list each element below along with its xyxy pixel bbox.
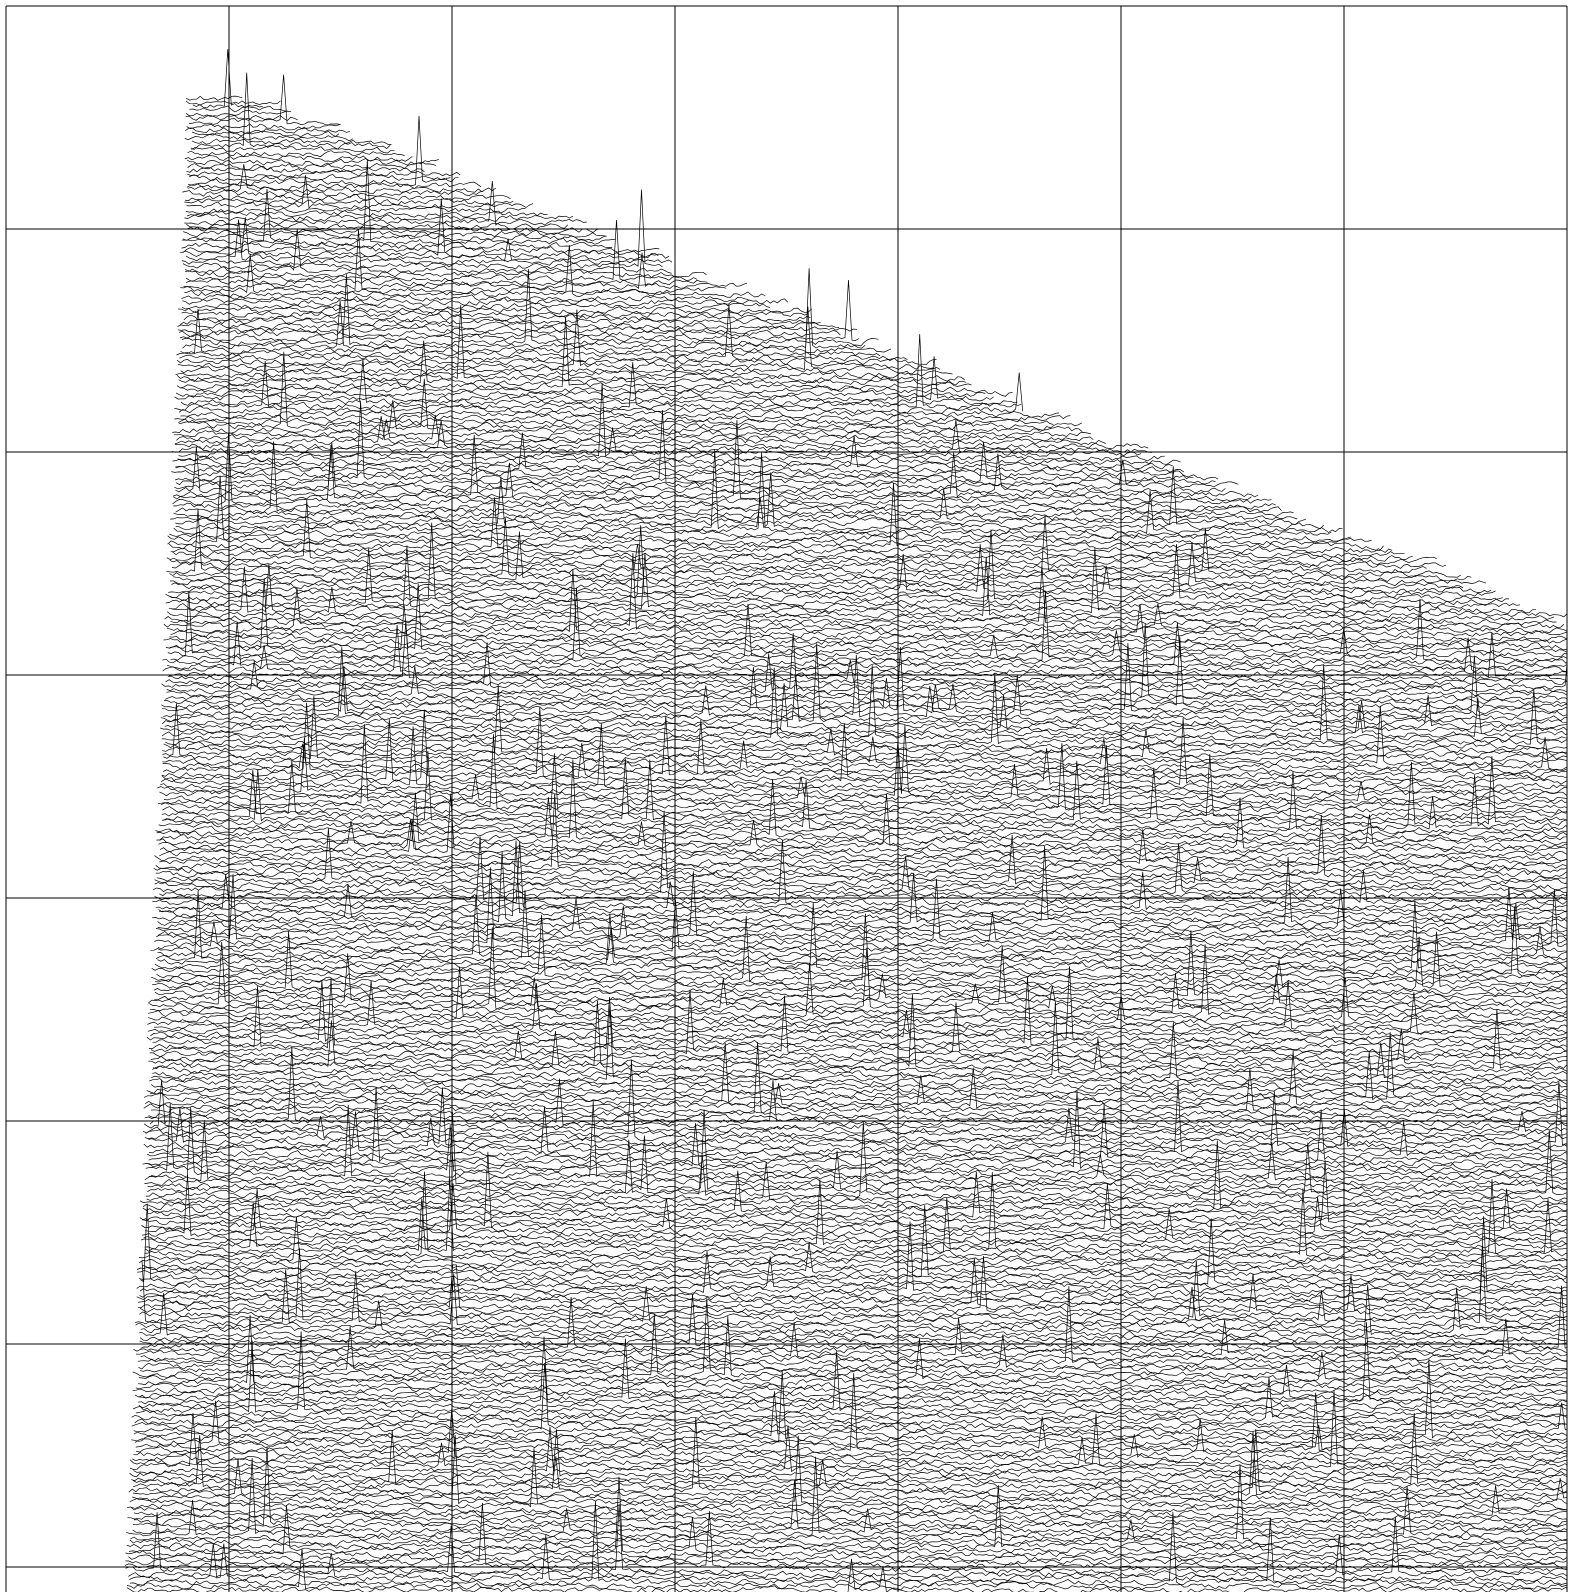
- trace: [140, 1294, 1575, 1346]
- trace: [177, 358, 937, 366]
- trace: [187, 182, 481, 190]
- trace: [182, 311, 809, 318]
- trace: [174, 511, 1294, 519]
- trace: [155, 914, 1573, 987]
- trace: [146, 1122, 1574, 1198]
- trace: [155, 882, 1573, 890]
- trace: [167, 509, 1427, 574]
- trace: [175, 436, 1173, 470]
- trace: [162, 643, 1573, 690]
- trace: [152, 1066, 1573, 1075]
- trace: [159, 841, 1573, 918]
- trace: [175, 477, 1306, 526]
- trace: [192, 139, 392, 145]
- trace: [147, 980, 1575, 1041]
- trace: [184, 229, 748, 290]
- trace: [180, 318, 821, 326]
- trace: [188, 151, 405, 157]
- trace: [161, 714, 1575, 722]
- trace: [148, 983, 1573, 1034]
- trace: [126, 1457, 1572, 1538]
- figure: [0, 0, 1595, 1592]
- trace: [177, 350, 881, 357]
- trace: [135, 1246, 1574, 1327]
- trace: [147, 1018, 1572, 1026]
- trace: [174, 414, 1070, 422]
- trace: [145, 1203, 1573, 1251]
- trace: [166, 523, 1503, 607]
- trace: [164, 638, 1575, 647]
- trace: [170, 578, 1574, 654]
- trace: [176, 390, 1013, 398]
- trace: [191, 73, 391, 150]
- trace: [178, 322, 840, 330]
- trace: [171, 546, 1393, 555]
- trace: [136, 1382, 1575, 1390]
- trace: [180, 386, 985, 395]
- trace: [143, 1111, 1575, 1134]
- trace: [154, 867, 1572, 946]
- trace: [178, 307, 812, 314]
- page: Waveform traces {} html, body { margin: …: [0, 0, 1595, 1592]
- trace: [181, 410, 1060, 418]
- trace: [140, 1204, 1572, 1287]
- trace: [140, 1214, 1575, 1222]
- trace: [142, 1262, 1574, 1271]
- trace: [133, 1431, 1572, 1498]
- trace: [151, 1031, 1572, 1062]
- trace: [139, 1258, 1574, 1266]
- trace: [192, 145, 395, 153]
- trace: [140, 1222, 1575, 1295]
- trace: [189, 75, 340, 126]
- trace: [185, 155, 412, 162]
- trace: [132, 1478, 1574, 1502]
- trace: [159, 838, 1573, 846]
- trace: [160, 794, 1574, 854]
- trace: [154, 986, 1572, 994]
- trace: [139, 1401, 1574, 1410]
- trace: [178, 418, 1053, 426]
- trace: [186, 96, 242, 100]
- trace: [134, 1426, 1573, 1475]
- trace: [173, 420, 1251, 502]
- trace: [128, 1514, 1574, 1523]
- trace: [161, 718, 1572, 787]
- trace: [141, 1179, 1573, 1245]
- trace: [134, 1403, 1573, 1434]
- trace: [185, 134, 353, 141]
- trace: [182, 259, 672, 266]
- trace: [145, 1060, 1573, 1142]
- trace: [131, 1474, 1573, 1483]
- trace: [178, 454, 1165, 462]
- trace: [125, 1503, 1574, 1566]
- trace: [156, 842, 1574, 911]
- body: (() => { const ns = 'http://www.w3.org/2…: [0, 0, 1595, 1592]
- trace: [169, 530, 1331, 539]
- trace: [164, 742, 1575, 750]
- traces: [125, 49, 1575, 1592]
- trace: [182, 303, 770, 310]
- trace: [163, 625, 1574, 674]
- trace: [186, 110, 291, 117]
- trace: [130, 1501, 1572, 1586]
- trace: [125, 1550, 1574, 1559]
